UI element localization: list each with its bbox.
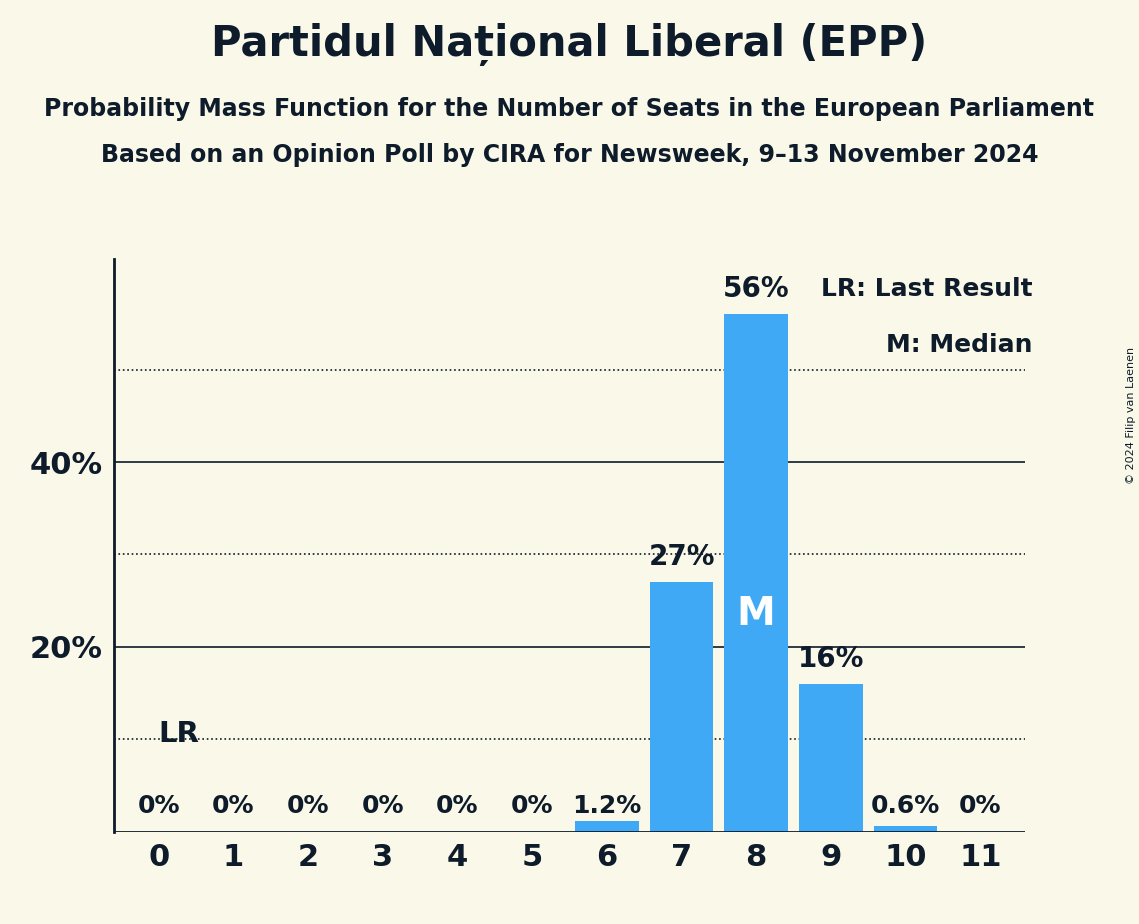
Text: 0%: 0% [511, 794, 554, 818]
Text: 0.6%: 0.6% [871, 794, 940, 818]
Text: 0%: 0% [436, 794, 478, 818]
Text: Partidul Național Liberal (EPP): Partidul Național Liberal (EPP) [212, 23, 927, 67]
Text: 56%: 56% [723, 275, 789, 303]
Text: LR: LR [158, 721, 199, 748]
Bar [575, 821, 639, 832]
Text: © 2024 Filip van Laenen: © 2024 Filip van Laenen [1126, 347, 1136, 484]
Text: 0%: 0% [138, 794, 180, 818]
Text: 16%: 16% [797, 645, 865, 673]
Text: 1.2%: 1.2% [572, 794, 641, 818]
Text: 27%: 27% [648, 543, 715, 571]
Text: Probability Mass Function for the Number of Seats in the European Parliament: Probability Mass Function for the Number… [44, 97, 1095, 121]
Bar [874, 826, 937, 832]
Text: M: M [737, 595, 776, 633]
Text: 0%: 0% [287, 794, 329, 818]
Text: 0%: 0% [212, 794, 255, 818]
Text: LR: Last Result: LR: Last Result [821, 277, 1033, 301]
Bar [649, 582, 713, 832]
Text: 0%: 0% [959, 794, 1001, 818]
Bar [800, 684, 862, 832]
Bar [724, 314, 788, 832]
Text: 0%: 0% [361, 794, 404, 818]
Text: M: Median: M: Median [886, 333, 1033, 357]
Text: Based on an Opinion Poll by CIRA for Newsweek, 9–13 November 2024: Based on an Opinion Poll by CIRA for New… [100, 143, 1039, 167]
